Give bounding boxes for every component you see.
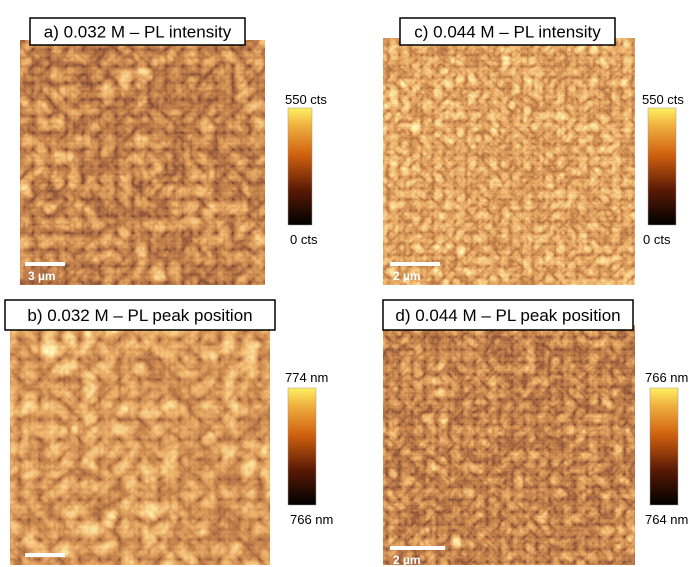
scale-bar: [390, 262, 440, 266]
panel-title: c) 0.044 M – PL intensity: [414, 23, 601, 42]
scale-bar-label: 2 µm: [393, 269, 421, 283]
colorbar-min-label: 0 cts: [290, 232, 318, 247]
map-image: [383, 38, 635, 285]
colorbar-max-label: 550 cts: [285, 92, 327, 107]
colorbar-min-label: 764 nm: [645, 512, 688, 527]
figure: a) 0.032 M – PL intensity 550 cts 0 cts 3 µ…: [0, 0, 692, 567]
map-image: [20, 40, 265, 285]
colorbar-max-label: 774 nm: [285, 370, 328, 385]
scale-bar-label: 2 µm: [393, 553, 421, 567]
colorbar-min-label: 766 nm: [290, 512, 333, 527]
scale-bar-label: 3 µm: [28, 269, 56, 283]
scale-bar: [25, 553, 65, 557]
colorbar: [288, 388, 316, 505]
panel-title: d) 0.044 M – PL peak position: [395, 306, 620, 325]
colorbar-max-label: 550 cts: [642, 92, 684, 107]
colorbar-max-label: 766 nm: [645, 370, 688, 385]
colorbar: [648, 108, 676, 225]
colorbar: [650, 388, 678, 505]
map-image: [10, 325, 270, 565]
colorbar: [288, 108, 312, 225]
scale-bar: [390, 546, 445, 550]
scale-bar: [25, 262, 65, 266]
map-image: [383, 325, 635, 565]
panel-title: a) 0.032 M – PL intensity: [44, 23, 232, 42]
page: {"panels": [ {"title": "a) 0.032 M \u201…: [0, 0, 692, 567]
colorbar-min-label: 0 cts: [643, 232, 671, 247]
panel-title: b) 0.032 M – PL peak position: [27, 306, 252, 325]
